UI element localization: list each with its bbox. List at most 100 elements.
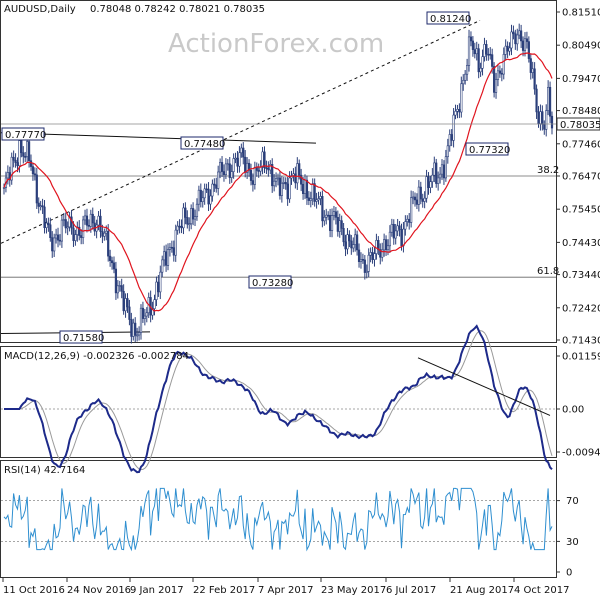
time-tick-label: 6 Jul 2017 xyxy=(386,585,436,596)
macd-tick-label: 0.00 xyxy=(562,405,584,416)
candle-body xyxy=(520,30,523,42)
candle-body xyxy=(375,240,378,254)
candle-body xyxy=(400,229,403,247)
candle-body xyxy=(334,211,337,218)
candle-body xyxy=(105,230,108,234)
rsi-axis: 70 30 0 xyxy=(556,496,579,579)
candle-body xyxy=(446,145,449,158)
candle-body xyxy=(547,86,550,111)
candle-body xyxy=(483,44,486,57)
candle-body xyxy=(51,237,54,252)
candle-body xyxy=(14,159,17,163)
candle-body xyxy=(371,252,374,260)
candle-body xyxy=(450,134,453,141)
candle-body xyxy=(311,183,314,200)
candle-body xyxy=(103,232,106,237)
candle-body xyxy=(390,223,393,233)
candle-body xyxy=(543,124,546,130)
candle-body xyxy=(166,249,170,266)
rsi-tick-label: 30 xyxy=(566,537,579,548)
candle-body xyxy=(278,177,282,196)
candle-body xyxy=(431,174,434,183)
candle-body xyxy=(541,111,544,125)
candle-body xyxy=(508,47,511,52)
candle-body xyxy=(462,79,465,85)
candle-body xyxy=(186,217,189,225)
candle-body xyxy=(72,227,75,241)
candle-body xyxy=(164,251,168,266)
candle-body xyxy=(246,162,249,173)
candle-body xyxy=(332,211,336,216)
candle-body xyxy=(110,260,114,264)
candle-body xyxy=(496,70,500,80)
candle-body xyxy=(128,306,131,320)
candle-body xyxy=(267,167,270,171)
macd-trendline xyxy=(417,357,551,416)
candle-body xyxy=(284,182,287,185)
candle-body xyxy=(201,197,204,203)
candle-body xyxy=(315,199,318,202)
candle-body xyxy=(394,230,397,239)
macd-main-line xyxy=(4,324,553,474)
rsi-label: RSI(14) 42.7164 xyxy=(4,465,85,476)
candle-body xyxy=(232,158,235,172)
candle-body xyxy=(301,183,305,194)
candle-body xyxy=(537,111,540,124)
candle-body xyxy=(363,259,366,273)
candle-body xyxy=(294,173,297,184)
candle-body xyxy=(456,109,459,112)
candle-body xyxy=(525,38,529,42)
candle-body xyxy=(506,45,509,52)
annotation-box xyxy=(1,127,45,141)
candle-body xyxy=(168,246,172,250)
candle-body xyxy=(357,249,361,263)
macd-tick-label: 0.01159 xyxy=(562,352,600,363)
candle-body xyxy=(411,196,415,199)
candle-body xyxy=(469,36,473,42)
candle-body xyxy=(313,183,316,202)
candle-body xyxy=(87,224,91,227)
candle-body xyxy=(6,172,9,179)
candle-body xyxy=(494,79,498,93)
candle-body xyxy=(491,54,494,67)
candle-body xyxy=(97,215,100,226)
candle-body xyxy=(381,249,384,258)
channel-trendline xyxy=(0,20,481,244)
candle-body xyxy=(523,38,527,51)
candle-body xyxy=(114,268,118,294)
candle-body xyxy=(425,176,428,199)
macd-tick-label: -0.00940 xyxy=(562,448,600,459)
candle-body xyxy=(479,67,482,73)
candle-body xyxy=(442,164,446,179)
candle-body xyxy=(548,86,552,117)
candle-body xyxy=(429,181,432,188)
candle-body xyxy=(174,229,177,256)
candle-body xyxy=(116,285,119,294)
candle-body xyxy=(22,152,25,157)
candle-body xyxy=(263,151,266,169)
candle-body xyxy=(440,164,444,175)
candle-body xyxy=(521,40,525,51)
candle-body xyxy=(54,234,58,239)
candle-body xyxy=(477,48,480,73)
current-price-label: 0.78035 xyxy=(560,120,600,131)
candle-body xyxy=(406,218,409,222)
annotation-box xyxy=(465,142,509,156)
candle-body xyxy=(249,169,253,181)
candle-body xyxy=(481,56,484,69)
candle-body xyxy=(188,223,191,226)
candle-body xyxy=(386,245,390,251)
candle-body xyxy=(550,115,554,129)
candle-body xyxy=(340,220,343,229)
macd-axis: 0.01159 0.00 -0.00940 xyxy=(556,352,600,459)
candle-body xyxy=(161,259,164,273)
candle-body xyxy=(184,207,187,218)
candle-body xyxy=(66,226,69,229)
candle-body xyxy=(230,171,233,178)
candle-body xyxy=(527,41,530,59)
candle-body xyxy=(191,208,195,220)
price-tick-label: 0.72420 xyxy=(562,303,600,314)
candle-body xyxy=(309,198,312,201)
candle-body xyxy=(118,285,121,287)
candle-body xyxy=(359,259,363,263)
